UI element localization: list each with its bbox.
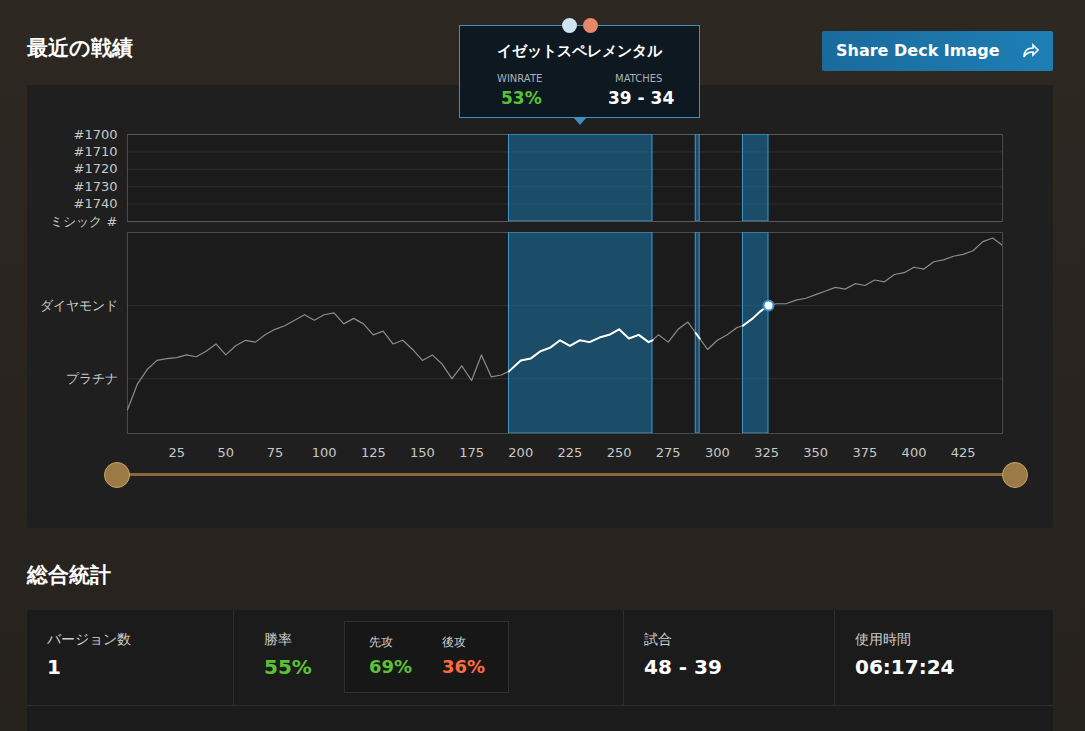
html-text:Share Deck Image: Share Deck Image bbox=[836, 41, 1000, 60]
html-text:WINRATE: WINRATE bbox=[497, 73, 543, 84]
html-text:先攻: 先攻 bbox=[369, 635, 393, 649]
svg-text:100: 100 bbox=[312, 445, 337, 460]
html-text:MATCHES: MATCHES bbox=[615, 73, 663, 84]
html-text:バージョン数: バージョン数 bbox=[47, 631, 131, 647]
svg-text:200: 200 bbox=[508, 445, 533, 460]
svg-text:#1720: #1720 bbox=[74, 161, 118, 176]
svg-text:300: 300 bbox=[705, 445, 730, 460]
html-text:69%: 69% bbox=[369, 656, 413, 677]
html-text:イゼットスペレメンタル: イゼットスペレメンタル bbox=[497, 42, 662, 60]
html-text:55%: 55% bbox=[264, 655, 312, 679]
svg-text:75: 75 bbox=[267, 445, 284, 460]
svg-text:50: 50 bbox=[218, 445, 235, 460]
svg-text:400: 400 bbox=[902, 445, 927, 460]
html-text:06:17:24: 06:17:24 bbox=[855, 655, 955, 679]
svg-text:150: 150 bbox=[410, 445, 435, 460]
svg-text:#1710: #1710 bbox=[74, 144, 118, 159]
svg-text:325: 325 bbox=[754, 445, 779, 460]
html-text:総合統計: 総合統計 bbox=[27, 563, 111, 587]
html-text:最近の戦績: 最近の戦績 bbox=[27, 36, 133, 60]
svg-text:#1730: #1730 bbox=[74, 179, 118, 194]
html-text:36%: 36% bbox=[442, 656, 486, 677]
svg-text:275: 275 bbox=[656, 445, 681, 460]
html-text:後攻: 後攻 bbox=[442, 635, 466, 649]
svg-text:プラチナ: プラチナ bbox=[66, 371, 118, 386]
svg-text:125: 125 bbox=[361, 445, 386, 460]
html-text:試合: 試合 bbox=[644, 631, 672, 647]
svg-text:250: 250 bbox=[607, 445, 632, 460]
html-text:39 - 34: 39 - 34 bbox=[608, 88, 675, 108]
svg-text:175: 175 bbox=[459, 445, 484, 460]
svg-text:25: 25 bbox=[168, 445, 185, 460]
html-text:1: 1 bbox=[47, 655, 61, 679]
svg-text:#1700: #1700 bbox=[74, 127, 118, 142]
html-text:53%: 53% bbox=[501, 88, 542, 108]
svg-text:#1740: #1740 bbox=[74, 196, 118, 211]
svg-text:425: 425 bbox=[951, 445, 976, 460]
svg-text:ミシック #: ミシック # bbox=[50, 214, 117, 229]
html-text:48 - 39: 48 - 39 bbox=[644, 655, 722, 679]
svg-text:350: 350 bbox=[803, 445, 828, 460]
svg-text:ダイヤモンド: ダイヤモンド bbox=[40, 298, 118, 313]
html-text:勝率: 勝率 bbox=[264, 631, 292, 647]
html-text:使用時間: 使用時間 bbox=[855, 631, 911, 647]
svg-text:375: 375 bbox=[852, 445, 877, 460]
svg-text:225: 225 bbox=[558, 445, 583, 460]
